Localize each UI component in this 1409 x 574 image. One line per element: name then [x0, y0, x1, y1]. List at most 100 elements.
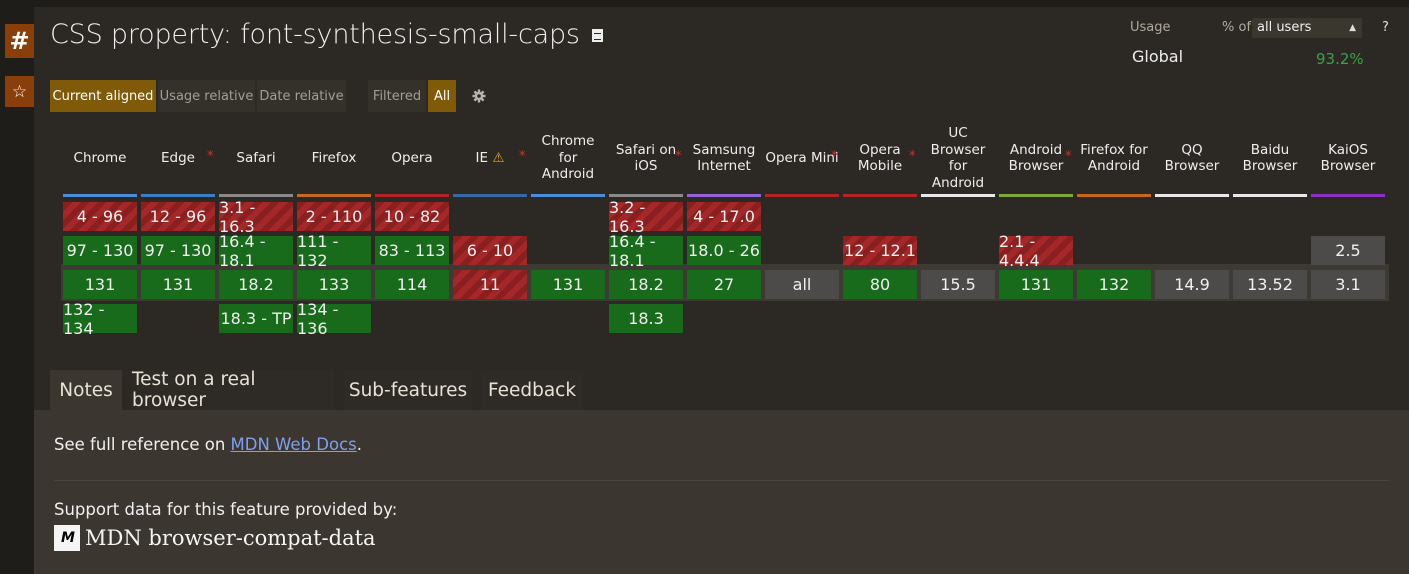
browser-name-line: Chrome — [541, 133, 595, 150]
usage-relative-button[interactable]: Usage relative — [158, 80, 255, 112]
support-cell[interactable]: 132 - 134 — [63, 300, 137, 338]
support-cell[interactable]: 2.1 - 4.4.4 — [999, 232, 1073, 270]
support-cell[interactable]: 134 - 136 — [297, 300, 371, 338]
browser-name-line: Firefox — [311, 149, 357, 166]
support-cell[interactable]: 2.5 — [1311, 236, 1385, 265]
support-cell[interactable]: 16.4 - 18.1 — [219, 232, 293, 270]
browser-name: Edge — [141, 125, 215, 191]
support-cell[interactable]: 27 — [687, 270, 761, 299]
browser-name-line: for — [558, 149, 578, 166]
support-cell[interactable]: 18.0 - 26 — [687, 236, 761, 265]
support-cell[interactable]: 18.2 — [609, 270, 683, 299]
tab-test-on-real-browser[interactable]: Test on a real browser — [132, 369, 334, 411]
browser-name: KaiOS Browser — [1311, 125, 1385, 191]
star-icon: ☆ — [11, 81, 28, 102]
help-button[interactable]: ? — [1382, 20, 1389, 35]
tab-feedback[interactable]: Feedback — [481, 370, 583, 410]
browser-name-line: Safari on — [615, 141, 677, 158]
browser-color-bar — [297, 194, 371, 197]
support-cell[interactable]: 131 — [999, 270, 1073, 299]
browser-color-bar — [921, 194, 995, 197]
support-cell[interactable]: all — [765, 270, 839, 299]
mdn-bcd-link[interactable]: M MDN browser-compat-data — [54, 524, 376, 551]
document-icon[interactable] — [591, 29, 603, 42]
browser-color-bar — [843, 194, 917, 197]
tab-notes[interactable]: Notes — [50, 370, 122, 410]
support-cell[interactable]: 114 — [375, 270, 449, 299]
support-cell[interactable]: 4 - 96 — [63, 202, 137, 231]
browser-name-line: Browser — [1320, 158, 1376, 174]
support-cell[interactable]: 3.2 - 16.3 — [609, 198, 683, 236]
support-text: Support data for this feature provided b… — [54, 500, 398, 519]
support-cell[interactable]: 4 - 17.0 — [687, 202, 761, 231]
browser-name: Safari on iOS — [609, 125, 683, 191]
browser-color-bar — [453, 194, 527, 197]
browser-color-bar — [375, 194, 449, 197]
support-cell[interactable]: 15.5 — [921, 270, 995, 299]
browser-name: Chrome — [63, 125, 137, 191]
support-cell[interactable]: 83 - 113 — [375, 236, 449, 265]
usage-global-value: 93.2% — [1316, 50, 1364, 68]
support-cell[interactable]: 18.2 — [219, 270, 293, 299]
support-cell[interactable]: 10 - 82 — [375, 202, 449, 231]
support-cell[interactable]: 3.1 — [1311, 270, 1385, 299]
support-cell[interactable]: 2 - 110 — [297, 202, 371, 231]
browser-name: Chrome for Android — [531, 125, 605, 191]
mdn-web-docs-link[interactable]: MDN Web Docs — [230, 435, 357, 454]
support-cell[interactable]: 18.3 — [609, 304, 683, 333]
browser-name-line: Browser — [1008, 158, 1064, 174]
settings-gear-icon[interactable] — [472, 89, 486, 103]
support-cell[interactable]: 12 - 96 — [141, 202, 215, 231]
warning-icon[interactable]: ⚠ — [488, 149, 505, 166]
filtered-button[interactable]: Filtered — [368, 80, 426, 112]
support-cell[interactable]: 6 - 10 — [453, 236, 527, 265]
usage-scope-select[interactable]: all users ▲ — [1252, 18, 1362, 38]
browser-name-line: Android — [931, 174, 985, 191]
current-aligned-button[interactable]: Current aligned — [50, 80, 156, 112]
browser-color-bar — [687, 194, 761, 197]
browser-name-line: Opera — [859, 141, 901, 158]
browser-name: Baidu Browser — [1233, 125, 1307, 191]
browser-color-bar — [1155, 194, 1229, 197]
browser-note-asterisk-icon: * — [207, 149, 214, 164]
browser-color-bar — [765, 194, 839, 197]
support-cell[interactable]: 97 - 130 — [141, 236, 215, 265]
browser-name: Opera — [375, 125, 449, 191]
support-cell[interactable]: 12 - 12.1 — [843, 236, 917, 265]
page-title-text: CSS property: font-synthesis-small-caps — [50, 19, 580, 50]
all-button[interactable]: All — [428, 80, 456, 112]
browser-color-bar — [63, 194, 137, 197]
support-cell[interactable]: 131 — [63, 270, 137, 299]
support-cell[interactable]: 16.4 - 18.1 — [609, 232, 683, 270]
usage-region: Global — [1132, 47, 1184, 66]
usage-label: Usage — [1130, 20, 1171, 35]
support-cell[interactable]: 11 — [453, 270, 527, 299]
support-cell[interactable]: 132 — [1077, 270, 1151, 299]
browser-name-line: Firefox for — [1080, 141, 1148, 158]
notes-suffix: . — [356, 435, 362, 454]
support-cell[interactable]: 3.1 - 16.3 — [219, 198, 293, 236]
support-cell[interactable]: 111 - 132 — [297, 232, 371, 270]
browser-name-line: Browser — [1164, 158, 1220, 174]
feature-hash-link[interactable]: # — [5, 24, 34, 58]
support-cell[interactable]: 18.3 - TP — [219, 304, 293, 333]
browser-color-bar — [531, 194, 605, 197]
tab-sub-features[interactable]: Sub-features — [344, 370, 472, 410]
support-cell[interactable]: 80 — [843, 270, 917, 299]
browser-name: Opera Mobile — [843, 125, 917, 191]
browser-name-line: Baidu — [1250, 141, 1290, 158]
bookmark-button[interactable]: ☆ — [5, 76, 34, 107]
browser-color-bar — [1311, 194, 1385, 197]
notes-prefix: See full reference on — [54, 435, 231, 454]
support-cell[interactable]: 13.52 — [1233, 270, 1307, 299]
notes-text: See full reference on MDN Web Docs. — [54, 435, 362, 454]
support-cell[interactable]: 133 — [297, 270, 371, 299]
date-relative-button[interactable]: Date relative — [257, 80, 346, 112]
browser-name-line-wrap: IE ⚠ — [453, 150, 527, 167]
support-cell[interactable]: 14.9 — [1155, 270, 1229, 299]
select-arrows-icon: ▲ — [1349, 23, 1356, 33]
browser-name-line: QQ — [1181, 141, 1203, 158]
support-cell[interactable]: 131 — [531, 270, 605, 299]
support-cell[interactable]: 131 — [141, 270, 215, 299]
support-cell[interactable]: 97 - 130 — [63, 236, 137, 265]
